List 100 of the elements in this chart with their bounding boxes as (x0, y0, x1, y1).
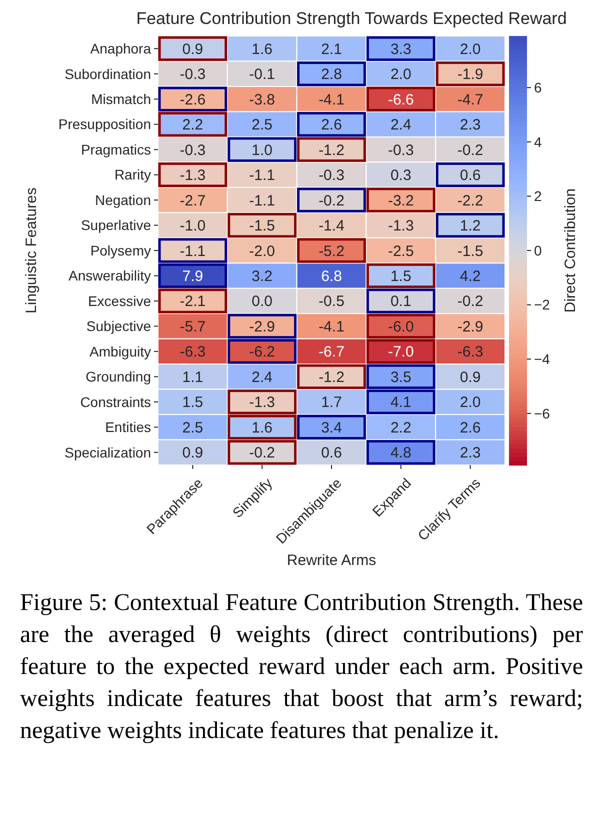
y-tick-label: Answerability (68, 268, 151, 284)
data-label: -2.0 (249, 242, 276, 260)
data-label: 2.8 (321, 66, 342, 84)
data-label: -0.3 (388, 142, 414, 159)
data-label: -1.1 (249, 167, 276, 184)
data-label: -0.3 (318, 167, 344, 184)
y-tick-label: Subjective (86, 318, 152, 334)
data-label: 7.9 (182, 268, 204, 285)
data-label: -0.3 (180, 142, 206, 159)
data-label: -1.1 (249, 192, 276, 210)
data-label: 0.1 (390, 293, 412, 310)
y-tick-label: Pragmatics (80, 141, 151, 158)
data-label: -1.5 (249, 218, 276, 235)
data-label: -2.5 (388, 242, 414, 260)
y-tick-label: Rarity (114, 166, 151, 183)
y-tick-label: Superlative (80, 217, 152, 234)
data-label: -2.1 (180, 293, 206, 310)
data-label: 3.4 (321, 419, 342, 436)
data-label: -1.2 (318, 368, 344, 386)
x-axis-title: Rewrite Arms (286, 552, 376, 569)
data-label: -0.2 (457, 293, 484, 310)
data-label: 4.1 (390, 394, 412, 412)
data-label: 2.1 (321, 40, 342, 58)
data-label: 2.6 (460, 419, 481, 436)
data-label: 3.3 (390, 40, 412, 58)
data-label: 1.5 (182, 394, 204, 412)
data-label: -0.1 (249, 66, 276, 84)
y-tick-label: Ambiguity (90, 343, 151, 360)
data-label: 0.9 (182, 444, 204, 462)
data-label: -5.7 (180, 318, 206, 336)
data-label: -3.2 (388, 192, 414, 210)
data-label: -3.8 (249, 91, 276, 108)
y-tick-label: Mismatch (91, 90, 151, 107)
y-tick-label: Constraints (80, 394, 151, 410)
data-label: 1.1 (182, 368, 204, 386)
data-label: -1.3 (249, 394, 276, 412)
data-label: -0.2 (457, 142, 484, 159)
chart-title: Feature Contribution Strength Towards Expected Reward (136, 9, 567, 28)
data-label: -1.3 (180, 167, 206, 184)
data-label: -2.6 (180, 91, 206, 108)
data-label: 1.2 (460, 218, 481, 235)
data-label: 0.9 (182, 40, 204, 58)
data-label: 2.3 (460, 116, 481, 134)
data-label: 2.2 (390, 419, 412, 436)
data-label: 2.0 (390, 66, 412, 84)
data-label: -1.4 (318, 218, 344, 235)
y-tick-label: Polysemy (90, 242, 151, 258)
y-tick-label: Anaphora (90, 40, 152, 57)
y-tick-label: Entities (105, 419, 151, 436)
data-label: -2.7 (180, 192, 206, 210)
data-label: -0.3 (180, 66, 206, 84)
color-bar-label: −4 (534, 351, 550, 368)
data-label: 3.5 (390, 368, 412, 386)
data-label: -2.9 (249, 318, 276, 336)
data-label: -1.2 (318, 142, 344, 159)
data-label: 2.0 (460, 394, 481, 412)
data-label: 2.3 (460, 444, 481, 462)
color-bar-label: 4 (534, 134, 542, 150)
data-label: 2.5 (182, 419, 204, 436)
caption: Figure 5: Contextual Feature Contribution Strength. These are the averaged θ weights (direct contributions) per feature to the expected reward under each arm. Positive weights indicate features that boost that arm’s reward; negative weights indicate features that penalize it. (20, 589, 583, 746)
data-label: -7.0 (388, 344, 414, 361)
color-bar-label: 6 (534, 79, 542, 96)
color-bar-label: −6 (534, 405, 550, 422)
data-label: -1.0 (180, 218, 206, 235)
data-label: -4.1 (318, 318, 344, 336)
data-label: -1.1 (180, 242, 206, 260)
data-label: 3.2 (252, 268, 273, 285)
y-tick-label: Subordination (64, 66, 151, 82)
data-label: 0.6 (460, 167, 481, 184)
data-label: -6.0 (388, 318, 414, 336)
y-tick-label: Presupposition (58, 116, 151, 132)
y-axis-title: Linguistic Features (23, 188, 40, 314)
data-label: 1.7 (321, 394, 342, 412)
data-label: -5.2 (318, 242, 344, 260)
data-label: 4.2 (460, 268, 481, 285)
data-label: -6.3 (180, 344, 206, 361)
data-label: -6.7 (318, 344, 344, 361)
data-label: -6.2 (249, 344, 276, 361)
data-label: 0.6 (321, 444, 342, 462)
data-label: 6.8 (321, 268, 342, 285)
color-bar-label: 2 (534, 188, 542, 204)
color-bar-label: −2 (534, 296, 550, 313)
data-label: 2.2 (182, 116, 204, 134)
color-bar-title: Direct Contribution (562, 188, 579, 313)
data-label: 0.9 (460, 368, 481, 386)
data-label: -4.7 (457, 91, 484, 108)
data-label: -1.3 (388, 218, 414, 235)
data-label: 0.3 (390, 167, 412, 184)
y-tick-label: Specialization (64, 444, 151, 460)
data-label: 2.4 (390, 116, 412, 134)
data-label: -2.9 (457, 318, 484, 336)
data-label: 0.0 (252, 293, 273, 310)
data-label: 2.6 (321, 116, 342, 134)
data-label: -0.2 (318, 192, 344, 210)
data-label: 2.4 (252, 368, 273, 386)
data-label: -1.9 (457, 66, 484, 84)
data-label: -2.2 (457, 192, 484, 210)
data-label: 2.0 (460, 40, 481, 58)
data-label: -6.6 (388, 91, 414, 108)
y-tick-label: Excessive (88, 292, 152, 309)
